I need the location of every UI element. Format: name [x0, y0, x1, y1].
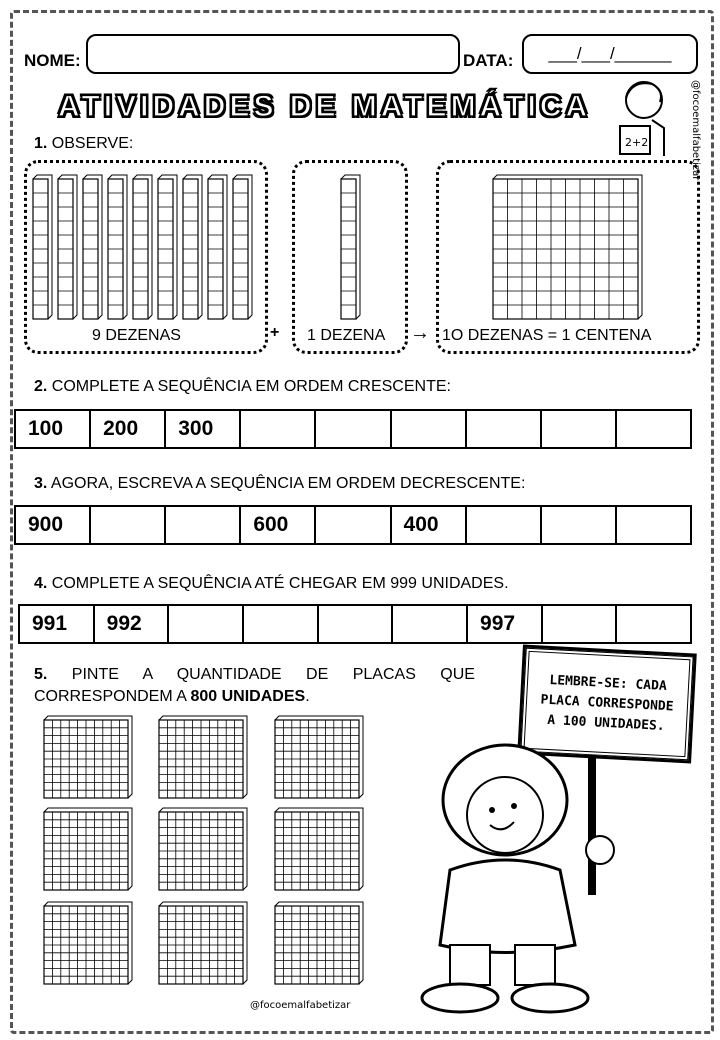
plate-grid	[43, 901, 133, 985]
name-field[interactable]	[86, 34, 460, 74]
sequence-cell[interactable]	[617, 507, 690, 543]
ten-rod	[182, 174, 203, 320]
page-title: ATIVIDADES DE MATEMÁTICA	[57, 89, 592, 123]
sequence-cell: 600	[241, 507, 317, 543]
svg-text:2+2: 2+2	[625, 136, 648, 149]
hundred-plate[interactable]	[158, 714, 252, 800]
sequence-row-descending: 900 600 400	[14, 505, 692, 545]
decorative-border	[10, 10, 714, 1034]
question-1: 1. OBSERVE:	[34, 135, 134, 152]
sequence-cell[interactable]	[91, 507, 167, 543]
sequence-cell: 100	[16, 411, 92, 447]
nine-tens-label: 9 DEZENAS	[92, 327, 181, 344]
sequence-cell[interactable]	[393, 606, 469, 642]
sequence-cell[interactable]	[467, 507, 542, 543]
plate-grid	[43, 807, 133, 891]
tens-box	[24, 160, 268, 354]
boy-illustration: 2+2	[612, 78, 672, 158]
sequence-cell[interactable]	[241, 411, 317, 447]
plate-grid	[274, 715, 364, 799]
sequence-row-to-999: 991 992 997	[18, 604, 692, 644]
sequence-cell[interactable]	[166, 507, 242, 543]
date-label: DATA:	[463, 51, 514, 70]
ten-rod	[157, 174, 178, 320]
name-label: NOME:	[24, 51, 81, 70]
sequence-cell[interactable]	[542, 411, 617, 447]
hundred-plate[interactable]	[274, 714, 368, 800]
ten-rod	[340, 174, 361, 320]
hundred-flat	[492, 174, 643, 320]
sequence-cell: 300	[166, 411, 242, 447]
girl-illustration	[410, 740, 640, 1015]
ten-rod	[132, 174, 153, 320]
sequence-row-ascending: 100 200 300	[14, 409, 692, 449]
sequence-cell[interactable]	[316, 411, 392, 447]
hundred-plate[interactable]	[158, 900, 252, 986]
hundred-plate[interactable]	[43, 900, 137, 986]
ten-rod	[107, 174, 128, 320]
sequence-cell[interactable]	[392, 411, 467, 447]
date-field[interactable]: ___/___/______	[522, 34, 698, 74]
hundred-plate[interactable]	[43, 806, 137, 892]
sequence-cell[interactable]	[467, 411, 542, 447]
sequence-cell: 200	[91, 411, 167, 447]
one-ten-box	[292, 160, 408, 354]
ten-tens-label: 1O DEZENAS = 1 CENTENA	[442, 327, 652, 344]
sequence-cell[interactable]	[244, 606, 319, 642]
watermark-bottom: @focoemalfabetizar	[250, 1000, 351, 1011]
sequence-cell: 991	[20, 606, 95, 642]
sequence-cell[interactable]	[542, 507, 617, 543]
question-2: 2. COMPLETE A SEQUÊNCIA EM ORDEM CRESCEN…	[34, 378, 451, 395]
hundred-plate[interactable]	[158, 806, 252, 892]
sequence-cell: 400	[392, 507, 467, 543]
sequence-cell: 992	[95, 606, 170, 642]
ten-rod	[340, 174, 361, 320]
ten-rod	[232, 174, 253, 320]
date-placeholder: ___/___/______	[548, 44, 672, 63]
arrow-icon: →	[410, 322, 430, 344]
ten-rod	[32, 174, 53, 320]
sequence-cell: 900	[16, 507, 92, 543]
tens-rods	[32, 174, 253, 320]
plate-grid	[274, 901, 364, 985]
question-4: 4. COMPLETE A SEQUÊNCIA ATÉ CHEGAR EM 99…	[34, 575, 509, 592]
plate-grid	[274, 807, 364, 891]
plus-sign: +	[270, 324, 280, 341]
hundred-plate[interactable]	[43, 714, 137, 800]
question-5: 5. PINTE A QUANTIDADE DE PLACAS QUE CORR…	[34, 666, 475, 705]
sequence-cell[interactable]	[316, 507, 392, 543]
hundred-box	[436, 160, 700, 354]
plate-grid	[158, 715, 248, 799]
sequence-cell[interactable]	[543, 606, 618, 642]
hundred-plate[interactable]	[274, 900, 368, 986]
hundred-plate[interactable]	[274, 806, 368, 892]
sequence-cell: 997	[468, 606, 543, 642]
watermark-side: @focoemalfabetizar	[690, 80, 701, 181]
plate-grid	[158, 807, 248, 891]
plate-grid	[158, 901, 248, 985]
question-3: 3. AGORA, ESCREVA A SEQUÊNCIA EM ORDEM D…	[34, 475, 526, 492]
one-ten-label: 1 DEZENA	[307, 327, 386, 344]
ten-rod	[207, 174, 228, 320]
sequence-cell[interactable]	[319, 606, 394, 642]
sequence-cell[interactable]	[617, 606, 690, 642]
sequence-cell[interactable]	[169, 606, 245, 642]
plate-grid	[43, 715, 133, 799]
hundred-flat	[492, 174, 643, 320]
ten-rod	[82, 174, 103, 320]
ten-rod	[57, 174, 78, 320]
sequence-cell[interactable]	[617, 411, 690, 447]
